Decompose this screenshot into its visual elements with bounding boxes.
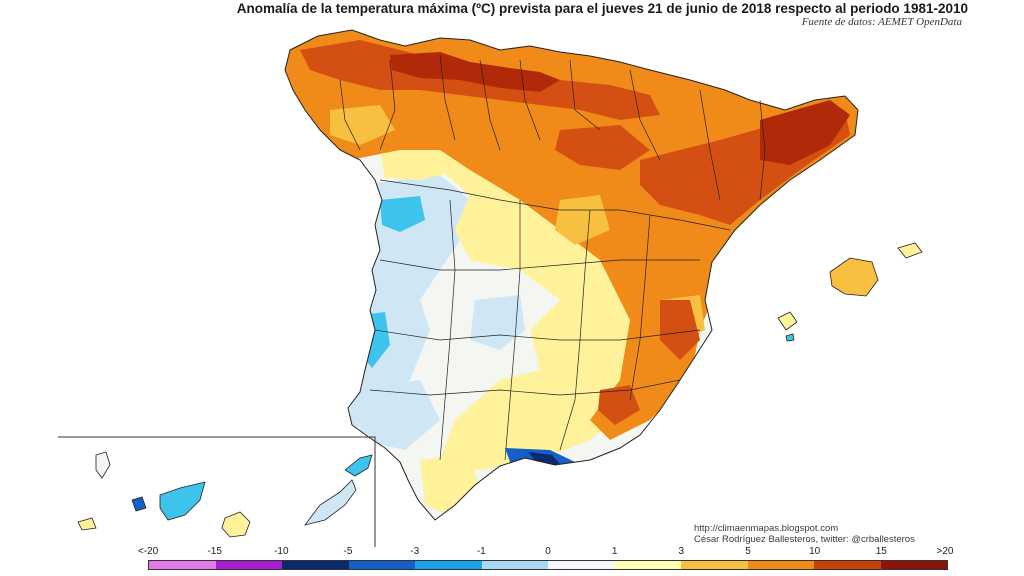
inset-border (58, 436, 376, 547)
legend-swatch (880, 561, 947, 569)
map-title: Anomalía de la temperatura máxima (ºC) p… (236, 1, 968, 16)
legend-label: -1 (476, 546, 486, 557)
boundary-13 (369, 379, 681, 396)
legend-swatch (282, 561, 349, 569)
boundary-2 (379, 59, 396, 151)
legend-swatch (149, 561, 216, 569)
legend-swatch (681, 561, 748, 569)
balearic-islands (777, 242, 923, 342)
legend-swatch (415, 561, 482, 569)
zone-light-blue-west (350, 175, 470, 430)
legend-label: >20 (936, 546, 954, 557)
zone-dark-red-cantabria (390, 52, 560, 92)
boundary-9 (759, 99, 766, 201)
zone-light-orange-2 (555, 195, 610, 245)
boundary-4 (479, 59, 501, 151)
legend-label: 1 (611, 546, 618, 557)
legend-label: -3 (410, 546, 420, 557)
island-formentera (785, 333, 795, 342)
boundary-5 (519, 59, 541, 141)
island-ibiza (777, 311, 798, 331)
legend-swatch (481, 561, 548, 569)
island-mallorca (829, 257, 879, 297)
legend-label: -5 (343, 546, 353, 557)
legend-label: 10 (809, 546, 821, 557)
blog-url-credit: http://climaenmapas.blogspot.com (694, 523, 839, 534)
canary-inset (58, 436, 376, 547)
zone-red-orange-north-2 (555, 125, 650, 170)
boundary-6 (569, 59, 601, 131)
zone-light-orange-1 (330, 105, 395, 145)
legend-label: -10 (274, 546, 289, 557)
boundary-17 (629, 214, 651, 401)
anomaly-zones (285, 30, 858, 515)
zone-light-blue-south (360, 380, 440, 450)
legend-label: 0 (545, 546, 551, 557)
author-credit: César Rodríguez Ballesteros, twitter: @c… (694, 534, 915, 545)
boundary-8 (699, 89, 721, 201)
legend-swatch (215, 561, 282, 569)
legend-label: <-20 (137, 546, 159, 557)
boundary-15 (504, 200, 521, 461)
legend-swatch (814, 561, 881, 569)
island-gran-canaria (221, 511, 251, 538)
legend-swatch (348, 561, 415, 569)
legend-label: 5 (745, 546, 751, 557)
legend-label: -15 (207, 546, 222, 557)
zone-cyan-west-1 (380, 196, 425, 232)
boundary-12 (374, 329, 701, 341)
data-source: Fuente de datos: AEMET OpenData (801, 16, 962, 28)
legend-swatch (548, 561, 615, 569)
zone-red-orange-levante (660, 300, 700, 360)
island-menorca (897, 242, 923, 259)
color-scale-legend (148, 560, 948, 570)
legend-swatch (747, 561, 814, 569)
island-la-gomera (131, 496, 147, 512)
legend-labels: <-20 -15 -10 -5 -3 -1 0 1 3 5 10 15 >20 (0, 546, 1024, 560)
zone-dark-red-catalonia (760, 100, 850, 165)
legend-label: 15 (875, 546, 887, 557)
boundary-7 (629, 69, 661, 161)
zone-navy-south-coast (528, 452, 560, 466)
island-fuerteventura (304, 479, 357, 526)
island-el-hierro (77, 517, 97, 531)
boundary-1 (339, 79, 361, 151)
island-la-palma (95, 451, 111, 479)
boundary-11 (379, 259, 700, 271)
boundary-10 (379, 179, 731, 231)
boundary-3 (439, 54, 456, 141)
legend-swatch (614, 561, 681, 569)
zone-red-orange-south (598, 385, 640, 425)
province-boundaries (339, 54, 766, 461)
island-lanzarote (344, 454, 373, 477)
boundary-14 (439, 199, 456, 461)
legend-label: 3 (678, 546, 685, 557)
zone-yellow-southwest (420, 455, 480, 515)
boundary-16 (559, 209, 591, 451)
island-tenerife (159, 481, 206, 521)
